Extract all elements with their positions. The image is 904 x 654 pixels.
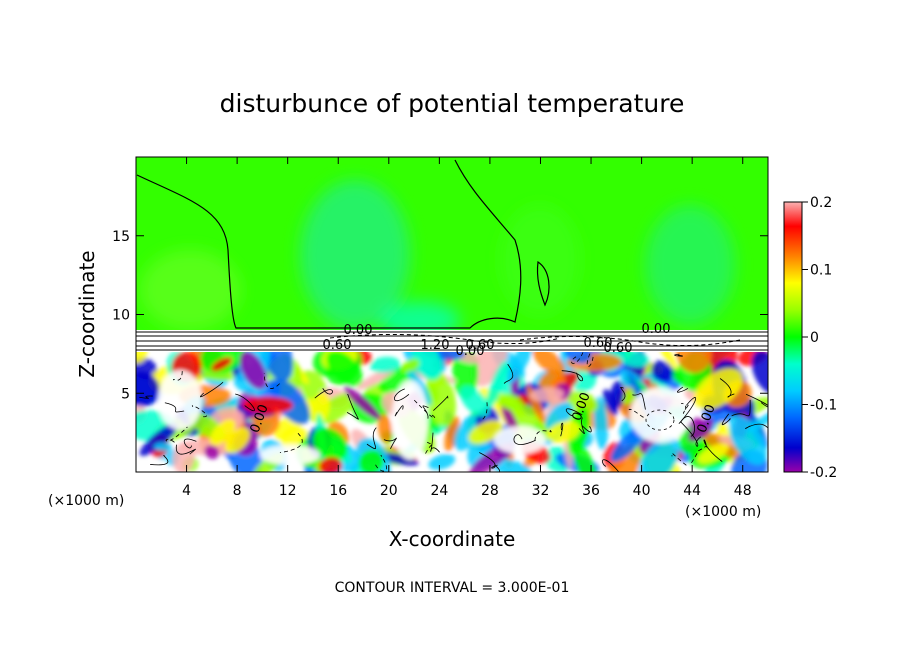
x-tick-label: 48 <box>734 483 752 499</box>
colorbar-tick-label: 0.2 <box>810 195 832 211</box>
x-tick-label: 40 <box>633 483 651 499</box>
x-tick-label: 12 <box>279 483 297 499</box>
x-tick-label: 24 <box>430 483 448 499</box>
upper-contour-loop <box>536 260 550 307</box>
x-tick-label: 32 <box>532 483 550 499</box>
x-axis-label: X-coordinate <box>389 527 516 551</box>
colorbar-tick-label: -0.2 <box>810 465 837 481</box>
colorbar-tick-label: 0.1 <box>810 263 832 279</box>
contour-label: 0.60 <box>584 336 613 351</box>
contour-interval-note: CONTOUR INTERVAL = 3.000E-01 <box>335 580 570 596</box>
contour-label: 0.00 <box>642 322 671 337</box>
y-axis-ticks: 5 10 15 <box>112 229 768 402</box>
band-contours <box>136 331 768 351</box>
x-tick-label: 16 <box>329 483 347 499</box>
x-tick-label: 8 <box>233 483 242 499</box>
x-axis-ticks: 4 8 12 16 20 24 28 32 36 40 44 48 <box>182 157 752 499</box>
x-tick-label: 44 <box>683 483 701 499</box>
x-tick-label: 4 <box>182 483 191 499</box>
chart-title: disturbunce of potential temperature <box>220 89 685 118</box>
x-tick-label: 36 <box>582 483 600 499</box>
contour-label: 1.20 <box>421 338 450 353</box>
contour-label: 0.60 <box>604 341 633 356</box>
y-axis-label: Z-coordinate <box>75 250 99 377</box>
turbulence-contours <box>139 352 768 472</box>
colorbar <box>783 201 803 473</box>
colorbar-ticks: 0.2 0.1 0 -0.1 -0.2 <box>802 195 837 481</box>
colorbar-tick-label: 0 <box>810 330 819 346</box>
contour-label: 0.60 <box>323 338 352 353</box>
y-tick-label: 15 <box>112 229 130 245</box>
y-tick-label: 10 <box>112 308 130 324</box>
x-tick-label: 20 <box>380 483 398 499</box>
x-tick-label: 28 <box>481 483 499 499</box>
zero-contour <box>136 159 522 329</box>
contour-label: 0.00 <box>344 323 373 338</box>
y-tick-label: 5 <box>121 386 130 402</box>
x-unit-right: (×1000 m) <box>685 504 761 520</box>
x-unit-left: (×1000 m) <box>48 493 124 509</box>
contour-label: 0.60 <box>466 338 495 353</box>
colorbar-tick-label: -0.1 <box>810 398 837 414</box>
upper-field-shading <box>140 180 735 338</box>
contour-label: 0.00 <box>456 344 485 359</box>
plot-area <box>136 157 768 472</box>
